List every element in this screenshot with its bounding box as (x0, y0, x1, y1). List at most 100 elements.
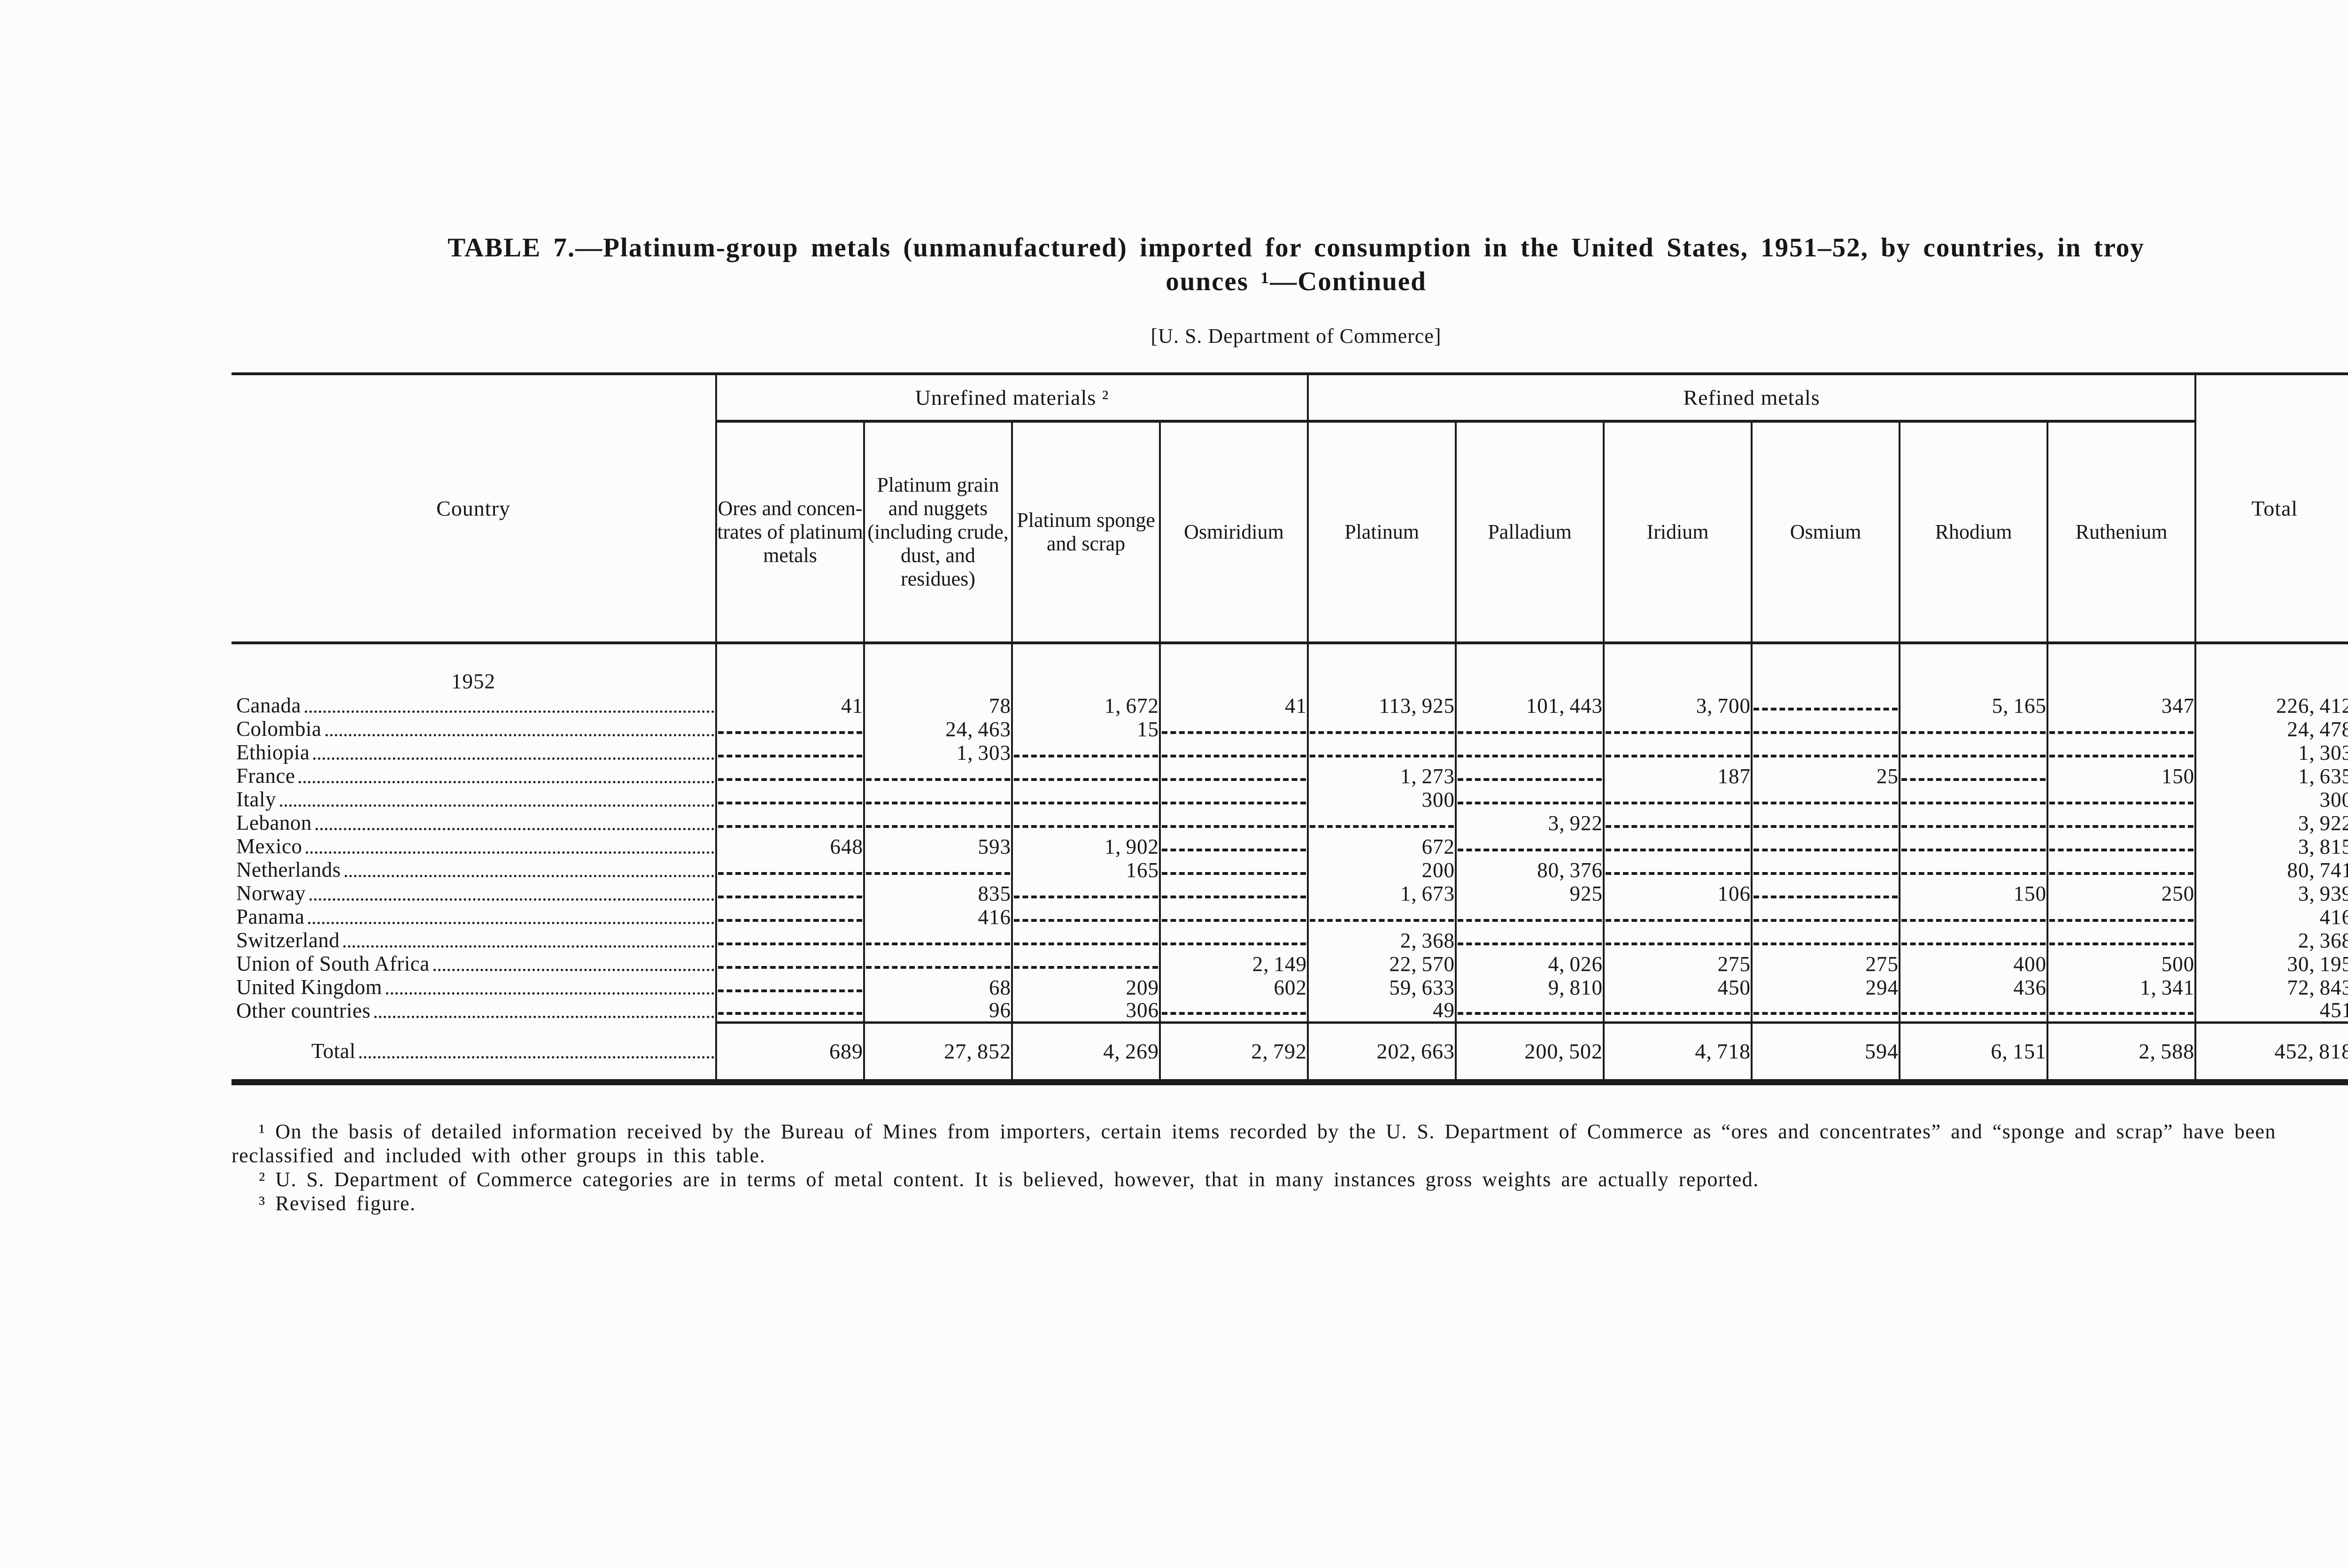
dash-leader (718, 989, 862, 992)
value-cell: 200 (1307, 858, 1456, 881)
value-cell: 500 (2047, 952, 2196, 975)
dash-leader (1901, 802, 2046, 804)
dot-leader (433, 969, 714, 971)
column-header-ores: Ores and concen-trates of platinum metal… (716, 421, 864, 644)
dash-leader (1606, 731, 1750, 734)
dot-leader (374, 1016, 714, 1019)
table-row: Switzerland 2, 368 2, 368 (232, 928, 2348, 952)
empty-value-cell (1455, 717, 1604, 741)
value-cell: 80, 741 (2194, 858, 2348, 881)
total-row: Total 689 27, 852 4, 269 2, 792 202, 663 200, … (232, 1021, 2348, 1082)
empty-value-cell (715, 952, 864, 975)
country-cell: Canada (232, 694, 717, 717)
dot-leader (359, 1056, 714, 1058)
dot-leader (315, 828, 714, 830)
empty-value-cell (1455, 928, 1604, 952)
dash-leader (1162, 778, 1306, 781)
empty-value-cell (1751, 717, 1900, 741)
table-row: Union of South Africa 2, 149 22, 570 4, 026… (232, 952, 2348, 975)
dash-leader (718, 778, 862, 781)
value-cell: 68 (863, 975, 1012, 999)
country-cell: Colombia (232, 717, 717, 741)
dot-leader (306, 851, 714, 854)
dash-leader (1753, 872, 1898, 875)
dash-leader (1753, 1012, 1898, 1015)
total-label-cell: Total (232, 1022, 717, 1082)
empty-value-cell (1159, 905, 1308, 928)
group-header-unrefined: Unrefined materials ² (716, 374, 1308, 423)
dash-leader (718, 942, 862, 945)
dash-leader (2049, 919, 2194, 922)
value-cell: 1, 673 (1307, 881, 1456, 905)
value-cell: 3, 939 (2194, 881, 2348, 905)
country-name: Canada (236, 694, 301, 717)
value-cell: 3, 922 (1455, 811, 1604, 834)
dash-leader (1753, 755, 1898, 757)
dash-leader (1014, 778, 1158, 781)
empty-value-cell (1751, 694, 1900, 717)
country-name: Switzerland (236, 928, 340, 952)
empty-value-cell (1011, 811, 1160, 834)
empty-value-cell (715, 788, 864, 811)
empty-value-cell (715, 764, 864, 788)
dash-leader (1458, 802, 1602, 804)
column-header-osmiridium: Osmiridium (1159, 421, 1308, 644)
dash-leader (2049, 872, 2194, 875)
value-cell: 416 (863, 905, 1012, 928)
dash-leader (1901, 849, 2046, 851)
value-cell: 2, 368 (2194, 928, 2348, 952)
dash-leader (1753, 708, 1898, 711)
empty-value-cell (1159, 764, 1308, 788)
value-cell: 648 (715, 834, 864, 858)
empty-value-cell (1603, 717, 1752, 741)
value-cell: 165 (1011, 858, 1160, 881)
country-cell: United Kingdom (232, 975, 717, 999)
empty-value-cell (1011, 881, 1160, 905)
empty-value-cell (1751, 905, 1900, 928)
dash-leader (718, 1012, 862, 1015)
empty-cell (715, 643, 864, 694)
empty-value-cell (1751, 999, 1900, 1023)
value-cell: 41 (715, 694, 864, 717)
value-cell: 452, 818 (2194, 1021, 2348, 1082)
empty-value-cell (1159, 999, 1308, 1023)
dash-leader (718, 802, 862, 804)
empty-cell (1751, 643, 1900, 694)
value-cell: 593 (863, 834, 1012, 858)
dash-leader (866, 942, 1010, 945)
value-cell: 250 (2047, 881, 2196, 905)
empty-value-cell (1751, 881, 1900, 905)
empty-cell (1307, 643, 1456, 694)
country-name: Norway (236, 881, 306, 905)
empty-value-cell (1159, 834, 1308, 858)
empty-value-cell (1011, 905, 1160, 928)
empty-value-cell (1159, 788, 1308, 811)
empty-value-cell (2047, 811, 2196, 834)
dash-leader (1606, 825, 1750, 828)
dash-leader (1014, 942, 1158, 945)
empty-value-cell (1899, 811, 2048, 834)
empty-value-cell (863, 811, 1012, 834)
dash-leader (718, 825, 862, 828)
dot-leader (279, 804, 714, 807)
value-cell: 209 (1011, 975, 1160, 999)
dot-leader (308, 922, 714, 924)
dot-leader (299, 781, 714, 783)
country-cell: Ethiopia (232, 741, 717, 764)
value-cell: 416 (2194, 905, 2348, 928)
empty-value-cell (863, 952, 1012, 975)
empty-cell (863, 643, 1012, 694)
empty-value-cell (1899, 999, 2048, 1023)
table-row: Ethiopia 1, 303 1, 303 (232, 741, 2348, 764)
empty-value-cell (2047, 788, 2196, 811)
value-cell: 4, 269 (1011, 1021, 1160, 1082)
value-cell: 4, 026 (1455, 952, 1604, 975)
value-cell: 25 (1751, 764, 1900, 788)
dash-leader (1458, 849, 1602, 851)
value-cell: 400 (1899, 952, 2048, 975)
dash-leader (1753, 896, 1898, 898)
empty-value-cell (1159, 858, 1308, 881)
empty-value-cell (1899, 741, 2048, 764)
country-cell: Norway (232, 881, 717, 905)
table-row: Mexico 648 593 1, 902 672 3, 815 (232, 834, 2348, 858)
